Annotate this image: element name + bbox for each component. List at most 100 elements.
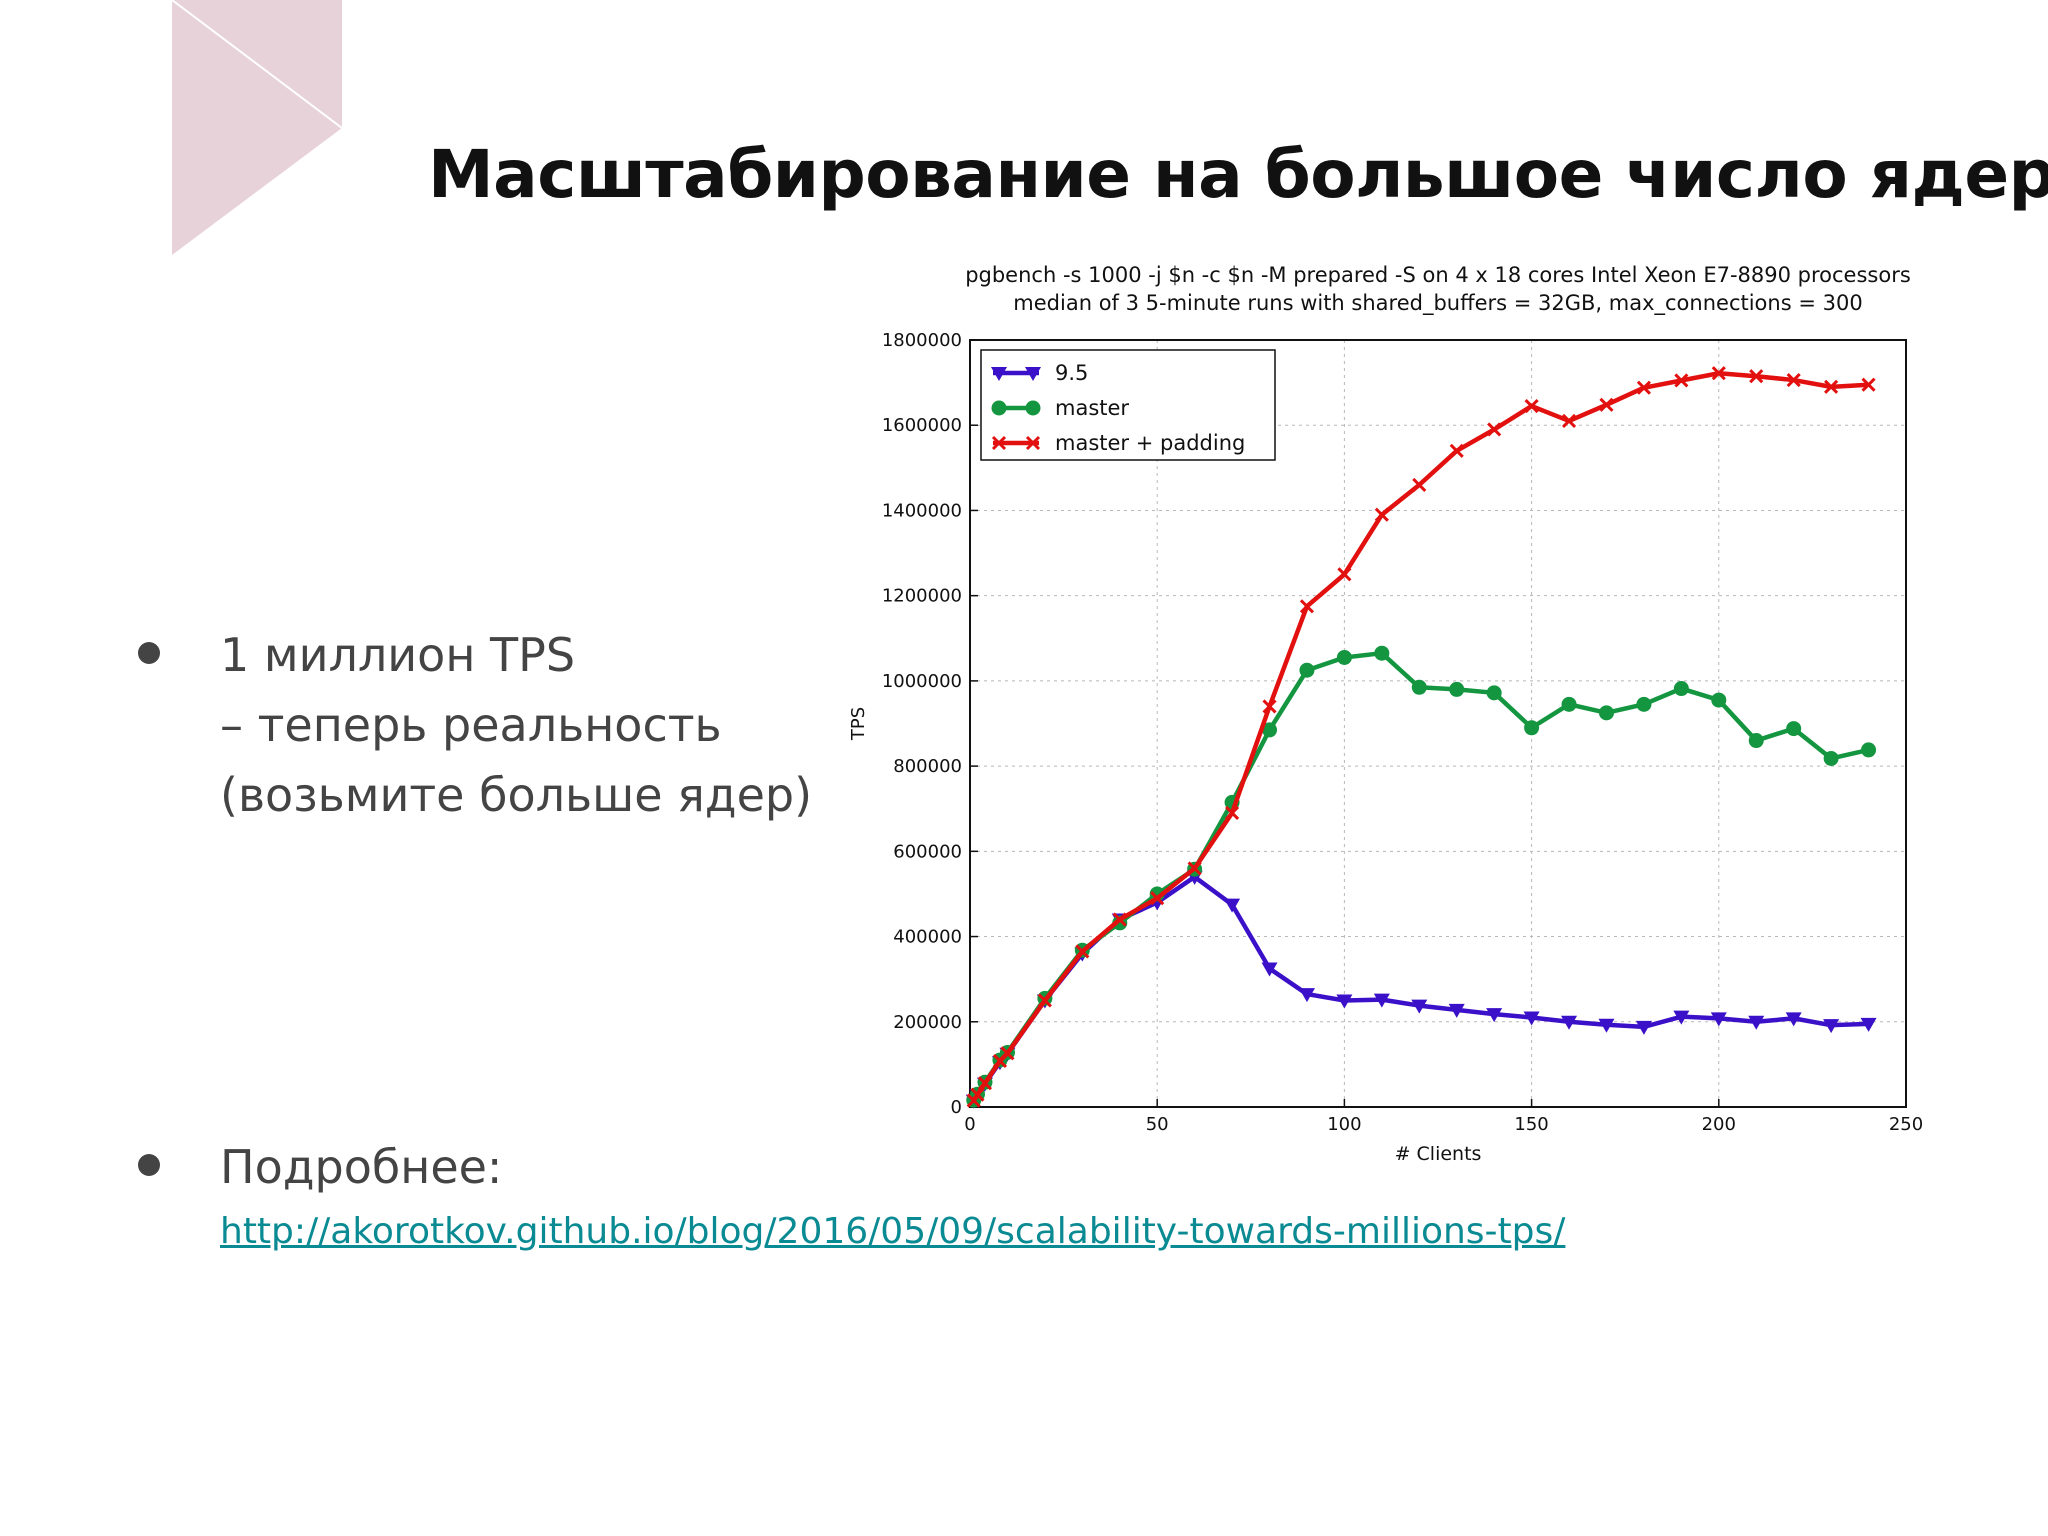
data-point-series-1	[1636, 696, 1652, 712]
data-point-series-2	[1786, 372, 1801, 388]
data-point-series-2	[1861, 377, 1876, 392]
data-point-series-2	[1337, 567, 1352, 582]
data-point-series-0	[1860, 1017, 1877, 1032]
y-tick-label: 1200000	[882, 586, 962, 607]
data-point-series-0	[1336, 994, 1353, 1009]
data-point-series-1	[1524, 720, 1540, 736]
data-point-series-0	[1298, 988, 1315, 1003]
data-point-series-2	[1636, 380, 1651, 395]
x-tick-label: 250	[1889, 1114, 1923, 1135]
bullet-line: Подробнее:	[220, 1140, 503, 1194]
data-point-series-2	[1449, 443, 1464, 458]
data-point-series-0	[1785, 1012, 1802, 1027]
corner-triangle	[172, 0, 342, 255]
data-point-series-1	[1561, 696, 1577, 712]
data-point-series-1	[1711, 692, 1727, 708]
bullet-line: – теперь реальность	[220, 698, 722, 752]
data-point-series-1	[1861, 742, 1877, 758]
legend-marker	[991, 435, 1007, 451]
data-point-series-1	[1299, 662, 1315, 678]
data-point-series-2	[1262, 699, 1277, 714]
data-point-series-2	[1150, 891, 1165, 906]
y-tick-label: 800000	[893, 756, 962, 777]
data-point-series-0	[1523, 1011, 1540, 1026]
data-point-series-2	[1524, 398, 1539, 414]
corner-decoration	[171, 0, 343, 255]
bullet-dot	[138, 642, 160, 664]
data-point-series-2	[1412, 477, 1427, 492]
data-point-series-1	[1486, 685, 1502, 701]
series-line-1	[971, 650, 1870, 1102]
data-point-series-0	[1224, 898, 1241, 913]
data-point-series-0	[1748, 1015, 1765, 1030]
data-point-series-2	[1374, 507, 1389, 522]
bullet-line: (возьмите больше ядер)	[220, 768, 813, 822]
x-tick-label: 50	[1146, 1114, 1169, 1135]
legend-label: 9.5	[1055, 361, 1088, 385]
slide-title: Масштабирование на большое число ядер	[428, 136, 2048, 213]
data-point-series-0	[1411, 999, 1428, 1014]
legend-marker	[1025, 400, 1041, 416]
data-point-series-2	[1561, 413, 1577, 429]
data-point-series-2	[1075, 944, 1090, 959]
legend-label: master + padding	[1055, 431, 1245, 455]
data-point-series-0	[1598, 1018, 1615, 1033]
data-point-series-1	[1786, 721, 1802, 737]
y-tick-label: 400000	[893, 927, 962, 948]
legend-marker	[1025, 435, 1041, 451]
data-point-series-2	[1487, 422, 1502, 437]
x-tick-label: 200	[1702, 1114, 1736, 1135]
data-point-series-2	[1187, 861, 1202, 876]
x-tick-label: 0	[964, 1114, 975, 1135]
data-point-series-1	[1262, 722, 1278, 738]
chart-title-line: pgbench -s 1000 -j $n -c $n -M prepared …	[965, 263, 1911, 287]
data-point-series-2	[1711, 366, 1726, 381]
y-tick-label: 0	[951, 1097, 962, 1118]
x-tick-label: 150	[1514, 1114, 1548, 1135]
x-axis-label: # Clients	[1395, 1143, 1482, 1165]
chart-title-line: median of 3 5-minute runs with shared_bu…	[1013, 291, 1862, 316]
data-point-series-0	[1673, 1010, 1690, 1025]
data-point-series-1	[1598, 705, 1614, 721]
data-point-series-1	[1374, 645, 1390, 661]
data-point-series-0	[1373, 993, 1390, 1008]
y-axis-label: TPS	[848, 707, 869, 741]
data-point-series-2	[977, 1076, 993, 1091]
y-tick-label: 200000	[893, 1012, 962, 1033]
bullet-line: 1 миллион TPS	[220, 628, 576, 682]
bullet-dot	[138, 1154, 160, 1176]
data-point-series-0	[1448, 1003, 1465, 1018]
data-point-series-0	[1261, 962, 1278, 977]
data-point-series-1	[1823, 750, 1839, 766]
legend-marker	[991, 400, 1007, 416]
data-point-series-2	[1000, 1046, 1015, 1061]
data-point-series-0	[1710, 1012, 1727, 1027]
y-tick-label: 600000	[893, 841, 962, 862]
y-tick-label: 1400000	[882, 500, 962, 521]
data-point-series-2	[1824, 379, 1839, 394]
legend-label: master	[1055, 396, 1129, 420]
data-point-series-2	[1037, 993, 1052, 1008]
data-point-series-1	[1673, 681, 1689, 697]
y-tick-label: 1600000	[882, 415, 962, 436]
data-point-series-0	[1486, 1008, 1503, 1023]
data-point-series-1	[1336, 649, 1352, 665]
data-point-series-2	[1599, 397, 1614, 412]
data-point-series-0	[1635, 1020, 1652, 1035]
data-point-series-1	[1748, 733, 1764, 749]
tps-chart: pgbench -s 1000 -j $n -c $n -M prepared …	[848, 263, 1923, 1165]
data-point-series-0	[1823, 1019, 1840, 1034]
x-tick-label: 100	[1327, 1114, 1361, 1135]
data-point-series-2	[1225, 805, 1240, 821]
series-line-2	[971, 370, 1869, 1102]
y-tick-label: 1800000	[882, 330, 962, 351]
data-point-series-2	[1674, 373, 1689, 388]
data-point-series-2	[970, 1087, 985, 1102]
legend-marker	[991, 367, 1007, 381]
blog-link[interactable]: http://akorotkov.github.io/blog/2016/05/…	[220, 1211, 1566, 1252]
legend-marker	[1025, 367, 1041, 381]
data-point-series-1	[1449, 681, 1465, 697]
series-line-0	[971, 874, 1869, 1102]
data-point-series-0	[1561, 1015, 1578, 1030]
corner-line	[171, 0, 343, 129]
